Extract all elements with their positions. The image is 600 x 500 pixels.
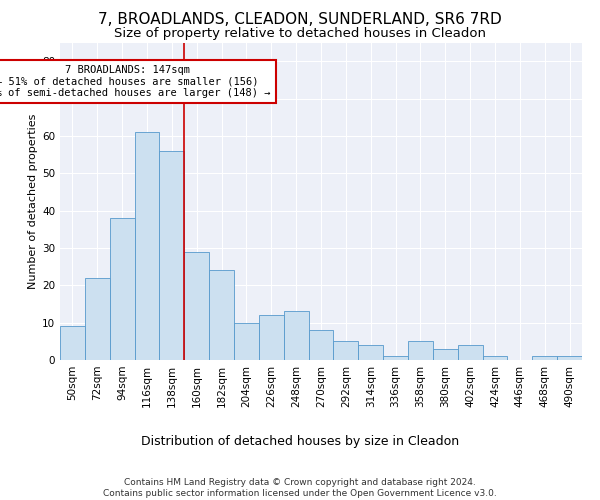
Bar: [259, 315, 284, 360]
Bar: [557, 356, 582, 360]
Text: Contains HM Land Registry data © Crown copyright and database right 2024.
Contai: Contains HM Land Registry data © Crown c…: [103, 478, 497, 498]
Bar: [85, 278, 110, 360]
Bar: [458, 345, 482, 360]
Bar: [334, 342, 358, 360]
Bar: [60, 326, 85, 360]
Text: Distribution of detached houses by size in Cleadon: Distribution of detached houses by size …: [141, 435, 459, 448]
Bar: [134, 132, 160, 360]
Bar: [308, 330, 334, 360]
Text: Size of property relative to detached houses in Cleadon: Size of property relative to detached ho…: [114, 28, 486, 40]
Bar: [184, 252, 209, 360]
Bar: [110, 218, 134, 360]
Bar: [160, 151, 184, 360]
Bar: [433, 349, 458, 360]
Bar: [209, 270, 234, 360]
Bar: [482, 356, 508, 360]
Text: 7, BROADLANDS, CLEADON, SUNDERLAND, SR6 7RD: 7, BROADLANDS, CLEADON, SUNDERLAND, SR6 …: [98, 12, 502, 28]
Bar: [234, 322, 259, 360]
Y-axis label: Number of detached properties: Number of detached properties: [28, 114, 38, 289]
Bar: [284, 312, 308, 360]
Text: 7 BROADLANDS: 147sqm
← 51% of detached houses are smaller (156)
49% of semi-deta: 7 BROADLANDS: 147sqm ← 51% of detached h…: [0, 65, 271, 98]
Bar: [383, 356, 408, 360]
Bar: [358, 345, 383, 360]
Bar: [532, 356, 557, 360]
Bar: [408, 342, 433, 360]
